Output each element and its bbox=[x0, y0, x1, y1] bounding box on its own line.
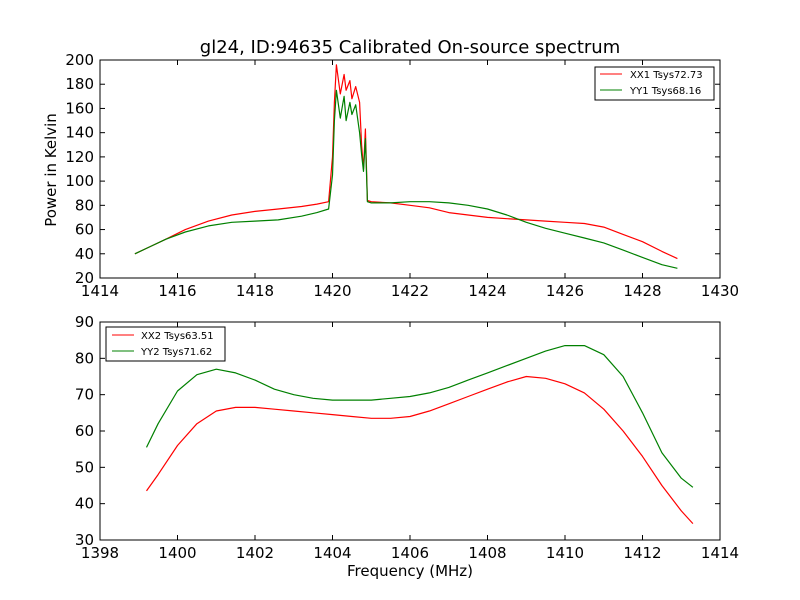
bottom-x-tick-label: 1400 bbox=[158, 544, 196, 562]
bottom-legend-box bbox=[105, 326, 226, 362]
bottom-x-tick-label: 1410 bbox=[546, 544, 584, 562]
bottom-x-axis-label: Frequency (MHz) bbox=[347, 562, 473, 580]
top-x-tick-label: 1428 bbox=[623, 282, 661, 300]
bottom-series-line-yy2 bbox=[145, 345, 694, 488]
chart-title: gl24, ID:94635 Calibrated On-source spec… bbox=[200, 37, 620, 58]
bottom-plot-frame bbox=[99, 321, 721, 541]
top-legend-box bbox=[594, 66, 715, 101]
top-x-tick-label: 1414 bbox=[81, 282, 119, 300]
top-x-tick-label: 1430 bbox=[701, 282, 739, 300]
bottom-y-tick-label: 70 bbox=[75, 386, 94, 404]
bottom-legend-label-xx2: XX2 Tsys63.51 bbox=[141, 331, 214, 342]
top-y-tick-label: 40 bbox=[75, 245, 94, 263]
bottom-x-tick-label: 1402 bbox=[236, 544, 274, 562]
top-y-axis-label: Power in Kelvin bbox=[42, 113, 60, 227]
bottom-x-tick-label: 1412 bbox=[623, 544, 661, 562]
top-x-tick-label: 1422 bbox=[391, 282, 429, 300]
top-x-tick-label: 1424 bbox=[468, 282, 506, 300]
top-x-tick-label: 1420 bbox=[313, 282, 351, 300]
top-axis-ticks: 1414 1416 1418 1420 1422 1424 1426 1428 1430 20 40… bbox=[65, 51, 739, 300]
bottom-x-tick-label: 1408 bbox=[468, 544, 506, 562]
bottom-y-tick-label: 80 bbox=[75, 349, 94, 367]
bottom-x-tick-label: 1404 bbox=[313, 544, 351, 562]
bottom-x-tick-label: 1406 bbox=[391, 544, 429, 562]
top-legend-label-xx1: XX1 Tsys72.73 bbox=[630, 70, 703, 81]
top-x-tick-label: 1426 bbox=[546, 282, 584, 300]
top-y-tick-label: 160 bbox=[65, 99, 94, 117]
top-y-tick-label: 20 bbox=[75, 269, 94, 287]
bottom-series-lines bbox=[145, 345, 694, 525]
top-x-tick-label: 1416 bbox=[158, 282, 196, 300]
top-legend: XX1 Tsys72.73 YY1 Tsys68.16 bbox=[594, 66, 715, 101]
bottom-y-tick-label: 30 bbox=[75, 531, 94, 549]
top-series-line-xx1 bbox=[134, 64, 678, 260]
top-series-lines bbox=[134, 64, 678, 269]
top-y-tick-label: 120 bbox=[65, 148, 94, 166]
bottom-y-tick-label: 40 bbox=[75, 495, 94, 513]
top-y-tick-label: 80 bbox=[75, 196, 94, 214]
top-y-tick-label: 140 bbox=[65, 124, 94, 142]
bottom-y-tick-label: 90 bbox=[75, 313, 94, 331]
bottom-x-tick-label: 1398 bbox=[81, 544, 119, 562]
top-legend-label-yy1: YY1 Tsys68.16 bbox=[629, 86, 701, 97]
top-y-tick-label: 180 bbox=[65, 75, 94, 93]
bottom-x-tick-label: 1414 bbox=[701, 544, 739, 562]
top-y-tick-label: 200 bbox=[65, 51, 94, 69]
top-series-line-yy1 bbox=[134, 89, 678, 269]
bottom-y-tick-label: 60 bbox=[75, 422, 94, 440]
top-y-tick-label: 100 bbox=[65, 172, 94, 190]
bottom-legend: XX2 Tsys63.51 YY2 Tsys71.62 bbox=[105, 326, 226, 362]
top-plot-frame bbox=[99, 59, 721, 279]
top-x-tick-label: 1418 bbox=[236, 282, 274, 300]
bottom-series-line-xx2 bbox=[146, 375, 694, 525]
bottom-legend-label-yy2: YY2 Tsys71.62 bbox=[140, 347, 212, 358]
top-y-tick-label: 60 bbox=[75, 221, 94, 239]
bottom-y-tick-label: 50 bbox=[75, 458, 94, 476]
